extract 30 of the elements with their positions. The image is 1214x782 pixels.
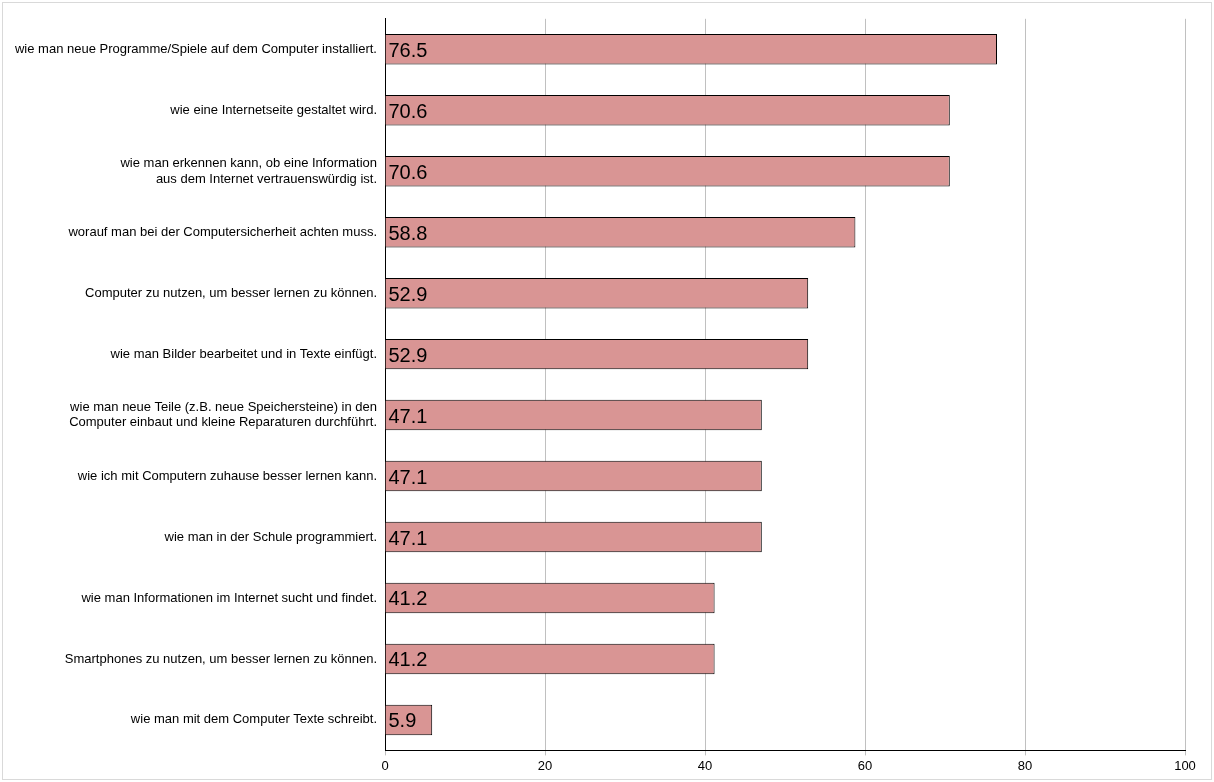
- y-tick-label: wie man neue Teile (z.B. neue Speichersteine) in den Computer einbaut und kleine Reparaturen durchführt.: [69, 398, 377, 430]
- y-tick-label: wie man neue Programme/Spiele auf dem Computer installiert.: [13, 40, 377, 56]
- y-tick-label: wie man in der Schule programmiert.: [163, 528, 377, 544]
- data-label: 52.9: [388, 343, 428, 366]
- y-tick-label: wie ich mit Computern zuhause besser lernen kann.: [76, 467, 377, 483]
- data-label: 52.9: [388, 282, 428, 305]
- x-tick-label: 80: [1017, 757, 1033, 773]
- x-tick-label: 0: [381, 757, 389, 773]
- data-label: 70.6: [388, 99, 428, 122]
- y-tick-label: Smartphones zu nutzen, um besser lernen zu können.: [64, 650, 377, 666]
- data-label: 41.2: [388, 648, 428, 671]
- data-label: 5.9: [388, 709, 417, 732]
- x-tick-label: 60: [857, 757, 873, 773]
- data-label: 58.8: [388, 221, 428, 244]
- x-tick-label: 20: [537, 757, 553, 773]
- x-tick-label: 40: [697, 757, 713, 773]
- x-tick-label: 100: [1174, 757, 1196, 773]
- data-label: 47.1: [388, 465, 428, 488]
- y-tick-label: wie man erkennen kann, ob eine Information aus dem Internet vertrauenswürdig ist.: [119, 154, 377, 186]
- data-label: 47.1: [388, 404, 428, 427]
- y-tick-label: Computer zu nutzen, um besser lernen zu können.: [85, 284, 377, 300]
- data-label: 70.6: [388, 160, 428, 183]
- data-label: 41.2: [388, 587, 428, 610]
- y-tick-label: wie eine Internetseite gestaltet wird.: [169, 101, 377, 117]
- y-tick-label: wie man Informationen im Internet sucht und findet.: [80, 589, 377, 605]
- data-label: 47.1: [388, 526, 428, 549]
- y-tick-label: wie man mit dem Computer Texte schreibt.: [129, 711, 377, 727]
- y-tick-label: worauf man bei der Computersicherheit achten muss.: [67, 223, 377, 239]
- data-label: 76.5: [388, 38, 428, 61]
- y-tick-label: wie man Bilder bearbeitet und in Texte einfügt.: [109, 345, 377, 361]
